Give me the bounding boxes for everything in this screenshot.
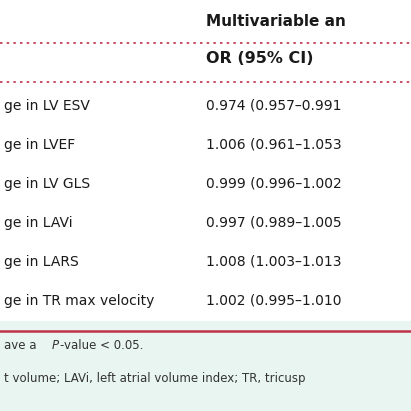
- FancyBboxPatch shape: [0, 321, 411, 411]
- Text: 0.974 (0.957–0.991: 0.974 (0.957–0.991: [206, 99, 341, 113]
- Text: OR (95% CI): OR (95% CI): [206, 51, 313, 66]
- Text: ge in LV ESV: ge in LV ESV: [4, 99, 90, 113]
- Text: -value < 0.05.: -value < 0.05.: [60, 339, 143, 352]
- Text: Multivariable an: Multivariable an: [206, 14, 345, 29]
- Text: ge in LARS: ge in LARS: [4, 255, 79, 269]
- Text: ge in TR max velocity: ge in TR max velocity: [4, 294, 155, 308]
- Text: ge in LVEF: ge in LVEF: [4, 138, 75, 152]
- Text: P: P: [51, 339, 58, 352]
- Text: 1.006 (0.961–1.053: 1.006 (0.961–1.053: [206, 138, 341, 152]
- Text: 0.999 (0.996–1.002: 0.999 (0.996–1.002: [206, 177, 341, 191]
- Text: 1.002 (0.995–1.010: 1.002 (0.995–1.010: [206, 294, 341, 308]
- Text: 1.008 (1.003–1.013: 1.008 (1.003–1.013: [206, 255, 341, 269]
- Text: t volume; LAVi, left atrial volume index; TR, tricusp: t volume; LAVi, left atrial volume index…: [4, 372, 306, 385]
- Text: ge in LAVi: ge in LAVi: [4, 216, 73, 230]
- Text: 0.997 (0.989–1.005: 0.997 (0.989–1.005: [206, 216, 341, 230]
- Text: ave a: ave a: [4, 339, 40, 352]
- Text: ge in LV GLS: ge in LV GLS: [4, 177, 90, 191]
